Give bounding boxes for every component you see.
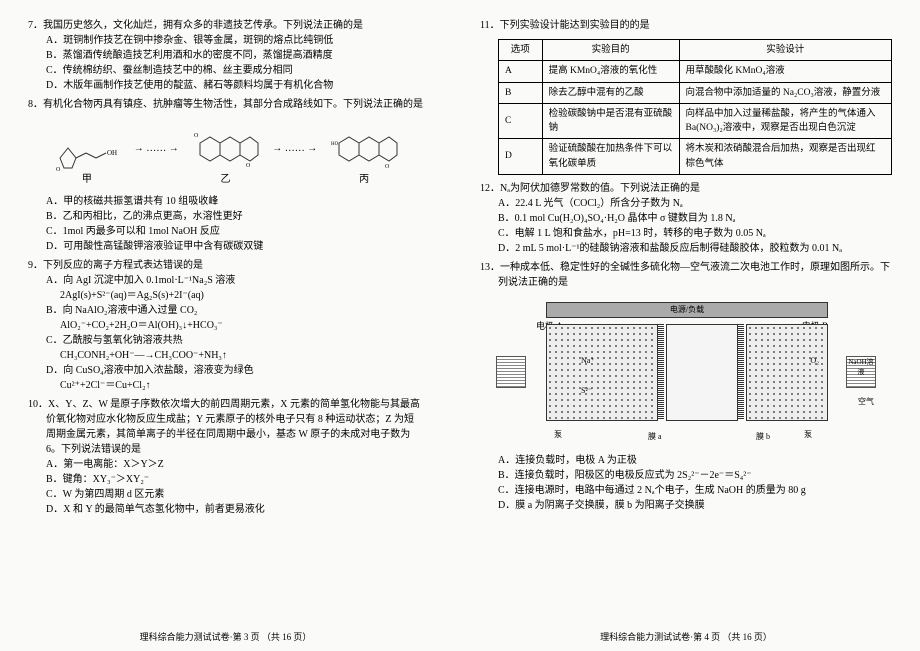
- q10-opt-a: A．第一电离能：X＞Y＞Z: [46, 457, 423, 472]
- right-footer: 理科综合能力测试试卷·第 4 页 （共 16 页）: [452, 630, 920, 643]
- q9-eq-c: CH₃CONH₂+OH⁻—→CH₃COO⁻+NH₃↑: [60, 348, 423, 363]
- q12-opt-b: B．0.1 mol Cu(H₂O)₄SO₄·H₂O 晶体中 σ 键数目为 1.8…: [498, 211, 892, 226]
- q7-opt-a: A．斑铜制作技艺在铜中掺杂金、银等金属，斑铜的熔点比纯铜低: [46, 33, 423, 48]
- q8-opt-b: B．乙和丙相比，乙的沸点更高，水溶性更好: [46, 209, 423, 224]
- table-row: B 除去乙醇中混有的乙酸 向混合物中添加适量的 Na₂CO₃溶液，静置分液: [499, 82, 892, 103]
- th-design: 实验设计: [679, 40, 891, 61]
- svg-text:O: O: [385, 164, 390, 170]
- question-8: 8．有机化合物丙具有镇痉、抗肿瘤等生物活性，其部分合成路线如下。下列说法正确的是…: [28, 97, 423, 254]
- ion-s: S²⁻: [581, 385, 592, 397]
- svg-text:HO: HO: [331, 142, 339, 147]
- cell-b-2: 向混合物中添加适量的 Na₂CO₃溶液，静置分液: [679, 82, 891, 103]
- q13-diagram: 电源/负载 电极 A 电极 B Na⁺ S²⁻ O₂ NaOH溶液 空气 膜 a…: [496, 296, 876, 441]
- ion-na: Na⁺: [581, 355, 595, 367]
- q12-opt-c: C．电解 1 L 饱和食盐水，pH=13 时，转移的电子数为 0.05 Nₐ: [498, 226, 892, 241]
- cell-a-2: 用草酸酸化 KMnO₄溶液: [679, 61, 891, 82]
- cell-c-0: C: [499, 103, 543, 139]
- cell-a-1: 提高 KMnO₄溶液的氧化性: [542, 61, 679, 82]
- q11-stem: 11．下列实验设计能达到实验目的的是: [480, 18, 892, 33]
- q10-opt-c: C．W 为第四周期 d 区元素: [46, 487, 423, 502]
- q9-eq-a: 2AgI(s)+S²⁻(aq)＝Ag₂S(s)+2I⁻(aq): [60, 288, 423, 303]
- q9-opt-c: C．乙酰胺与氢氧化钠溶液共热: [46, 333, 423, 348]
- q12-opt-d: D．2 mL 5 mol·L⁻¹的硅酸钠溶液和盐酸反应后制得硅酸胶体，胶粒数为 …: [498, 241, 892, 256]
- q7-stem: 7．我国历史悠久，文化灿烂，拥有众多的非遗技艺传承。下列说法正确的是: [28, 18, 423, 33]
- molecule-bing: HO O 丙: [329, 123, 399, 173]
- q9-opt-d: D．向 CuSO₄溶液中加入浓盐酸，溶液变为绿色: [46, 363, 423, 378]
- power-load-bar: 电源/负载: [546, 302, 828, 318]
- q8-opt-d: D．可用酸性高锰酸钾溶液验证甲中含有碳碳双键: [46, 239, 423, 254]
- cell-b-0: B: [499, 82, 543, 103]
- q7-opt-b: B．蒸馏酒传统酿造技艺利用酒和水的密度不同，蒸馏提高酒精度: [46, 48, 423, 63]
- q12-stem: 12．Nₐ为阿伏加德罗常数的值。下列说法正确的是: [480, 181, 892, 196]
- table-row: D 验证硫酸酸在加热条件下可以氧化碳单质 将木炭和浓硝酸混合后加热，观察是否出现…: [499, 139, 892, 175]
- molecule-yi: O O 乙: [190, 123, 260, 173]
- question-7: 7．我国历史悠久，文化灿烂，拥有众多的非遗技艺传承。下列说法正确的是 A．斑铜制…: [28, 18, 423, 93]
- pump-left: 泵: [546, 429, 570, 441]
- label-yi: 乙: [190, 172, 260, 187]
- mid-chamber: [666, 324, 738, 421]
- membrane-b: [738, 324, 744, 419]
- q13-opt-b: B．连接负载时，阳极区的电极反应式为 2S₂²⁻－2e⁻＝S₄²⁻: [498, 468, 892, 483]
- cell-d-1: 验证硫酸酸在加热条件下可以氧化碳单质: [542, 139, 679, 175]
- table-header-row: 选项 实验目的 实验设计: [499, 40, 892, 61]
- membrane-a: [658, 324, 664, 419]
- cell-c-1: 检验碳酸钠中是否混有亚硫酸钠: [542, 103, 679, 139]
- pump-right: 泵: [796, 429, 820, 441]
- th-purpose: 实验目的: [542, 40, 679, 61]
- th-option: 选项: [499, 40, 543, 61]
- svg-text:O: O: [246, 163, 251, 169]
- q13-opt-d: D．膜 a 为阴离子交换膜，膜 b 为阳离子交换膜: [498, 498, 892, 513]
- q10-opt-d: D．X 和 Y 的最简单气态氢化物中，前者更易液化: [46, 502, 423, 517]
- cell-d-2: 将木炭和浓硝酸混合后加热，观察是否出现红棕色气体: [679, 139, 891, 175]
- cell-a-0: A: [499, 61, 543, 82]
- left-footer: 理科综合能力测试试卷·第 3 页 （共 16 页）: [0, 630, 451, 643]
- right-page: 11．下列实验设计能达到实验目的的是 选项 实验目的 实验设计 A 提高 KMn…: [452, 0, 920, 651]
- question-9: 9．下列反应的离子方程式表达错误的是 A．向 AgI 沉淀中加入 0.1mol·…: [28, 258, 423, 393]
- question-11: 11．下列实验设计能达到实验目的的是 选项 实验目的 实验设计 A 提高 KMn…: [480, 18, 892, 175]
- left-chamber: Na⁺ S²⁻: [546, 324, 658, 421]
- right-tank: NaOH溶液: [846, 356, 876, 388]
- label-mem-a: 膜 a: [648, 431, 662, 443]
- cell-c-2: 向样品中加入过量稀盐酸，将产生的气体通入Ba(NO₃)₂溶液中，观察是否出现白色…: [679, 103, 891, 139]
- ion-o2: O₂: [810, 355, 819, 367]
- right-chamber: O₂: [746, 324, 828, 421]
- q8-opt-a: A．甲的核磁共振氢谱共有 10 组吸收峰: [46, 194, 423, 209]
- svg-text:OH: OH: [107, 149, 117, 157]
- q13-stem: 13．一种成本低、稳定性好的全碱性多硫化物—空气液流二次电池工作时，原理如图所示…: [480, 260, 892, 290]
- q13-opt-a: A．连接负载时，电极 A 为正极: [498, 453, 892, 468]
- table-row: C 检验碳酸钠中是否混有亚硫酸钠 向样品中加入过量稀盐酸，将产生的气体通入Ba(…: [499, 103, 892, 139]
- q10-stem: 10．X、Y、Z、W 是原子序数依次增大的前四周期元素，X 元素的简单氢化物能与…: [28, 397, 423, 457]
- q9-opt-b: B．向 NaAlO₂溶液中通入过量 CO₂: [46, 303, 423, 318]
- question-12: 12．Nₐ为阿伏加德罗常数的值。下列说法正确的是 A．22.4 L 光气（COC…: [480, 181, 892, 256]
- q12-opt-a: A．22.4 L 光气（COCl₂）所含分子数为 Nₐ: [498, 196, 892, 211]
- svg-text:O: O: [194, 133, 199, 139]
- exam-spread: 7．我国历史悠久，文化灿烂，拥有众多的非遗技艺传承。下列说法正确的是 A．斑铜制…: [0, 0, 920, 651]
- q8-opt-c: C．1mol 丙最多可以和 1mol NaOH 反应: [46, 224, 423, 239]
- q9-eq-b: AlO₂⁻+CO₂+2H₂O＝Al(OH)₃↓+HCO₃⁻: [60, 318, 423, 333]
- q7-opt-d: D．木版年画制作技艺使用的靛蓝、赭石等颜料均属于有机化合物: [46, 78, 423, 93]
- label-jia: 甲: [52, 172, 122, 187]
- q9-stem: 9．下列反应的离子方程式表达错误的是: [28, 258, 423, 273]
- left-page: 7．我国历史悠久，文化灿烂，拥有众多的非遗技艺传承。下列说法正确的是 A．斑铜制…: [0, 0, 451, 651]
- label-air: 空气: [858, 396, 874, 408]
- reaction-arrow-2: → …… →: [272, 141, 317, 156]
- label-mem-b: 膜 b: [756, 431, 770, 443]
- question-13: 13．一种成本低、稳定性好的全碱性多硫化物—空气液流二次电池工作时，原理如图所示…: [480, 260, 892, 513]
- label-bing: 丙: [329, 172, 399, 187]
- q10-opt-b: B．键角：XY₃⁻＞XY₂⁻: [46, 472, 423, 487]
- question-10: 10．X、Y、Z、W 是原子序数依次增大的前四周期元素，X 元素的简单氢化物能与…: [28, 397, 423, 517]
- table-row: A 提高 KMnO₄溶液的氧化性 用草酸酸化 KMnO₄溶液: [499, 61, 892, 82]
- cell-b-1: 除去乙醇中混有的乙酸: [542, 82, 679, 103]
- q13-opt-c: C．连接电源时，电路中每通过 2 Nₐ个电子，生成 NaOH 的质量为 80 g: [498, 483, 892, 498]
- left-tank: [496, 356, 526, 388]
- reaction-arrow-1: → …… →: [134, 141, 179, 156]
- molecule-jia: O OH 甲: [52, 123, 122, 173]
- q9-eq-d: Cu²⁺+2Cl⁻＝Cu+Cl₂↑: [60, 378, 423, 393]
- q11-table: 选项 实验目的 实验设计 A 提高 KMnO₄溶液的氧化性 用草酸酸化 KMnO…: [498, 39, 892, 175]
- q8-structures: O OH 甲 → …… → O O: [46, 118, 405, 178]
- q9-opt-a: A．向 AgI 沉淀中加入 0.1mol·L⁻¹Na₂S 溶液: [46, 273, 423, 288]
- q8-stem: 8．有机化合物丙具有镇痉、抗肿瘤等生物活性，其部分合成路线如下。下列说法正确的是: [28, 97, 423, 112]
- cell-d-0: D: [499, 139, 543, 175]
- q7-opt-c: C．传统棉纺织、蚕丝制造技艺中的棉、丝主要成分相同: [46, 63, 423, 78]
